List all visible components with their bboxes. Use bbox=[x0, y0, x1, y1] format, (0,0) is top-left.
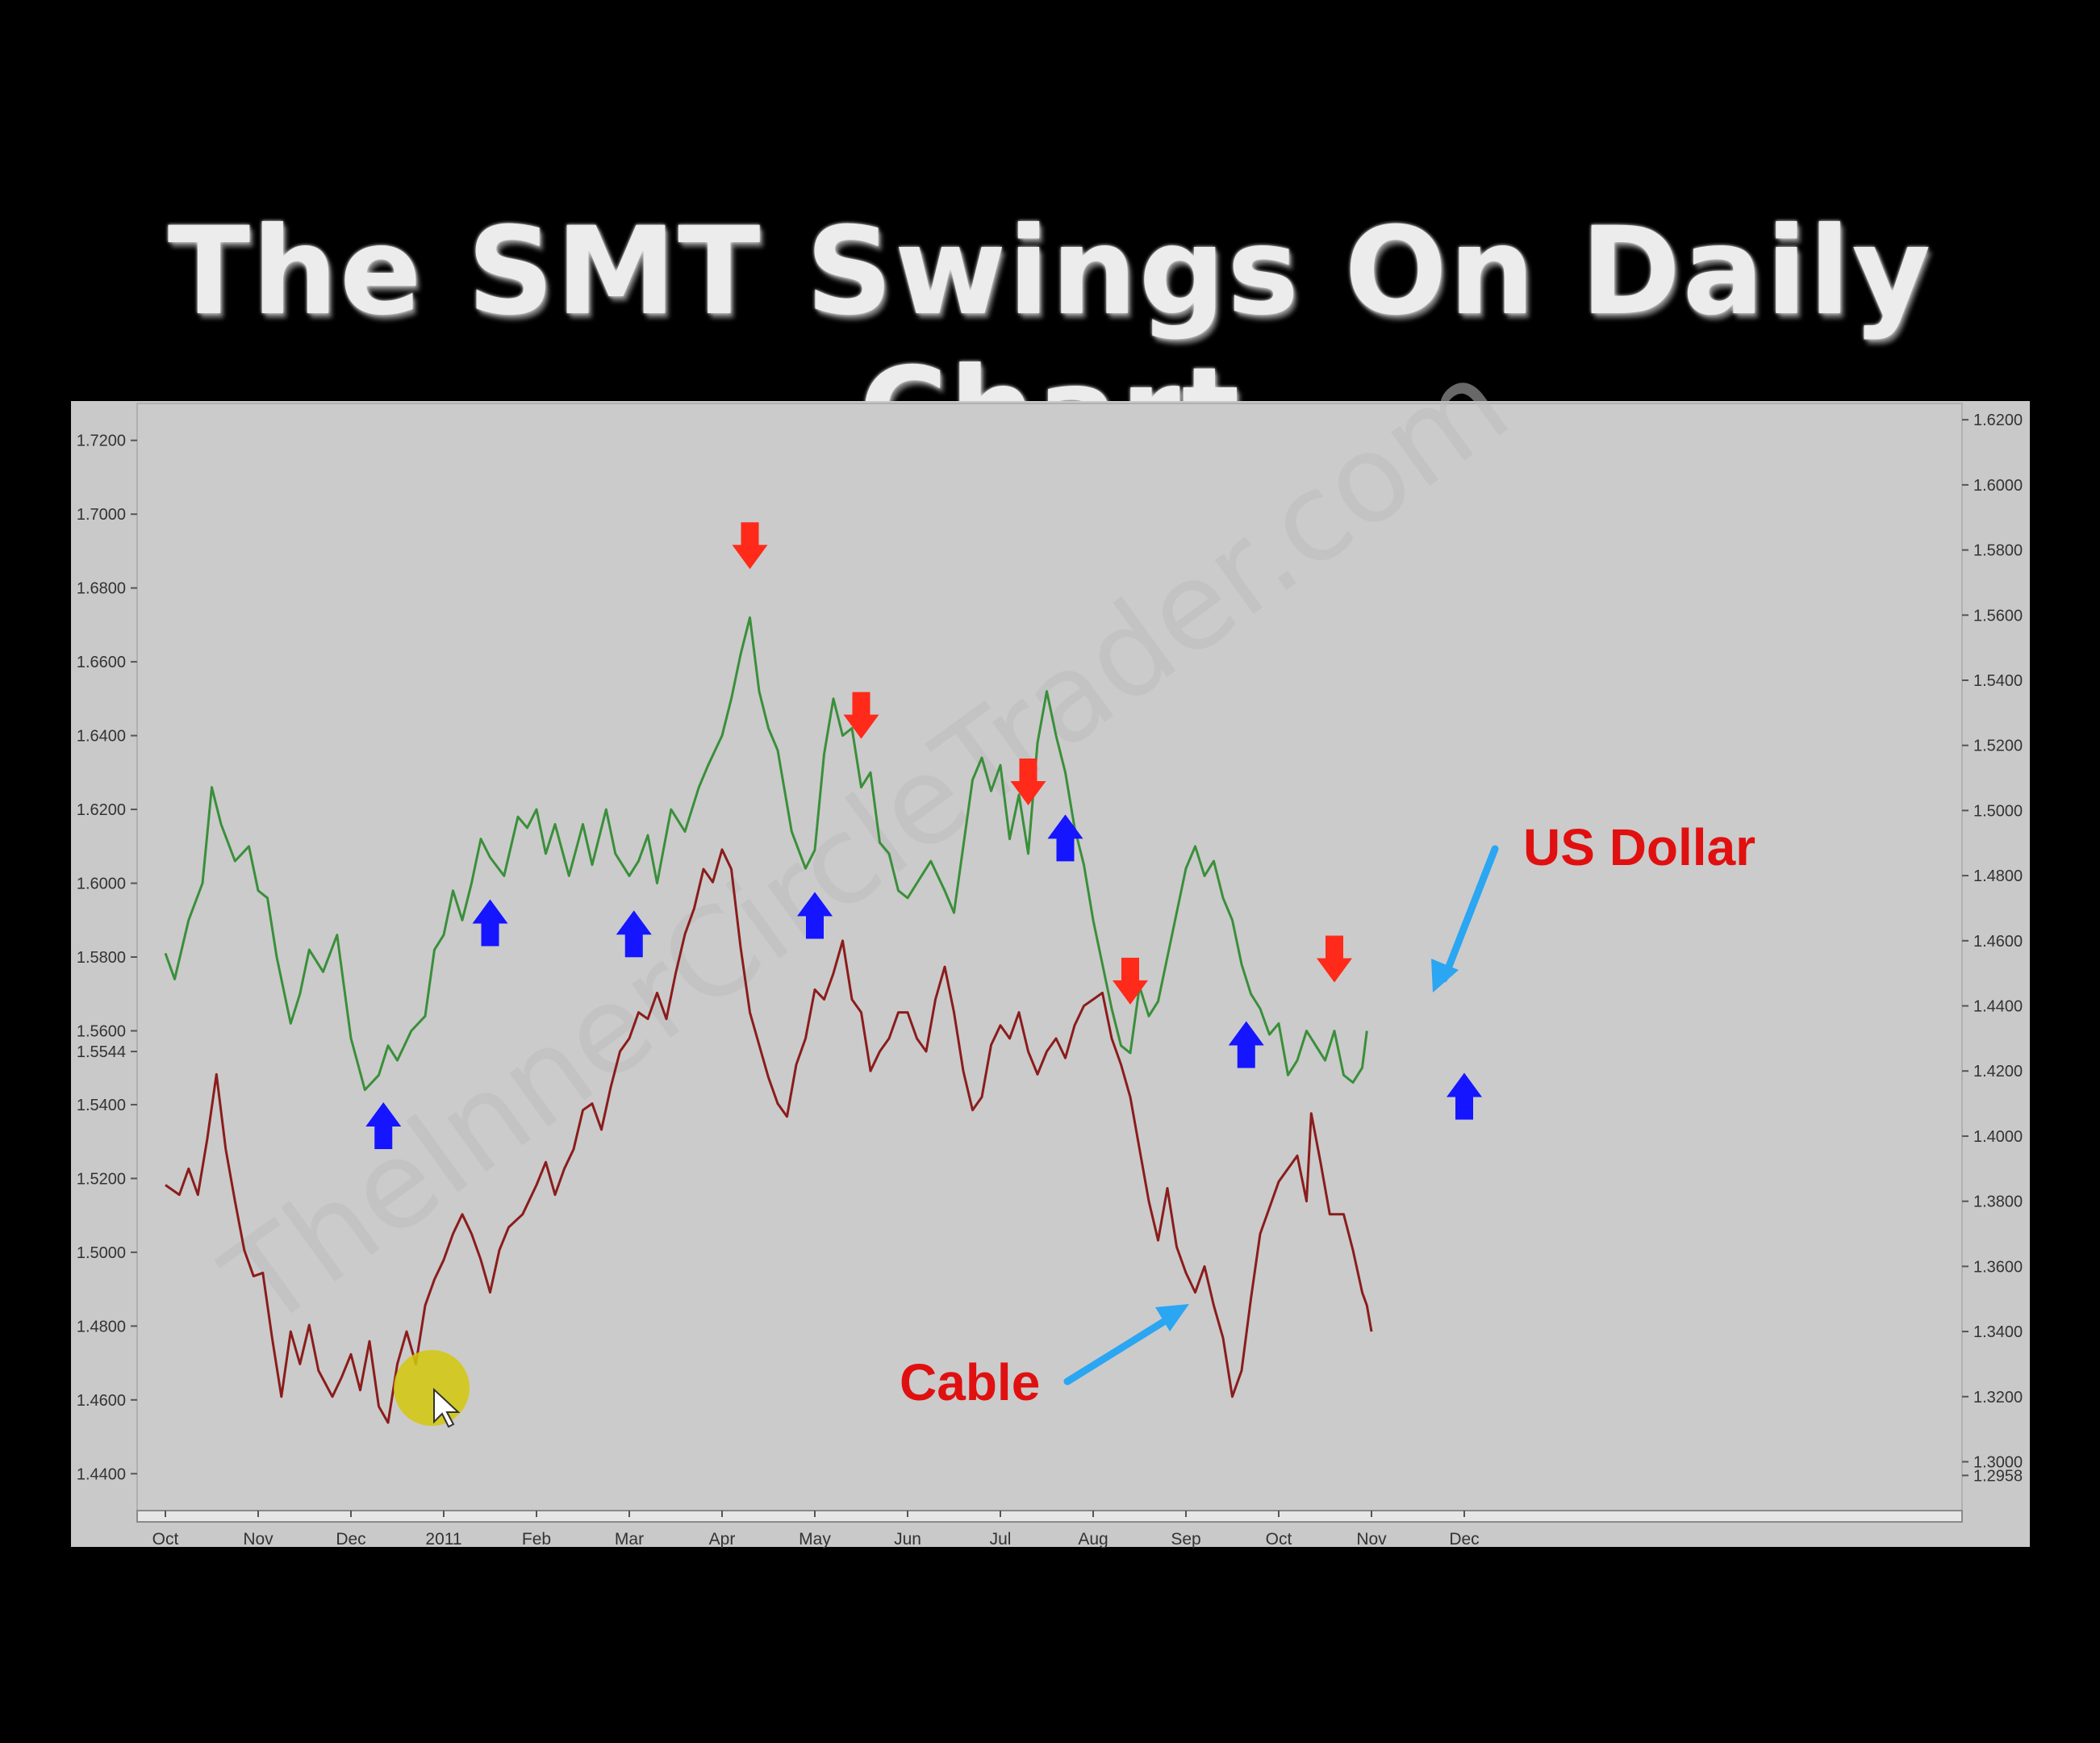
down-arrow-icon bbox=[1113, 957, 1148, 1005]
right-tick-label: 1.4800 bbox=[1973, 867, 2023, 885]
x-tick-label: Jul bbox=[990, 1530, 1012, 1549]
left-axis: 1.7200 1.7000 1.6800 1.6600 1.6400 1.6200 1.60… bbox=[77, 433, 137, 1483]
left-tick-label: 1.5000 bbox=[77, 1244, 126, 1262]
right-tick-label: 1.4600 bbox=[1973, 933, 2023, 951]
x-tick-label: Aug bbox=[1078, 1530, 1108, 1549]
left-tick-label: 1.6400 bbox=[77, 728, 126, 746]
series-layer bbox=[164, 616, 1373, 1424]
x-tick-label: Dec bbox=[336, 1530, 365, 1549]
left-tick-label: 1.4800 bbox=[77, 1318, 126, 1335]
x-tick-label: Dec bbox=[1449, 1530, 1479, 1549]
mouse-cursor-icon bbox=[433, 1387, 461, 1428]
left-tick-label: 1.4400 bbox=[77, 1465, 126, 1483]
left-tick-label: 1.5800 bbox=[77, 949, 126, 967]
x-tick-label: 2011 bbox=[425, 1530, 461, 1549]
right-tick-label: 1.5200 bbox=[1973, 738, 2023, 755]
down-arrow-icon bbox=[732, 522, 768, 570]
x-tick-label: Mar bbox=[615, 1530, 644, 1549]
x-tick-label: Feb bbox=[522, 1530, 551, 1549]
markers-layer bbox=[365, 522, 1482, 1150]
left-tick-label: 1.7200 bbox=[77, 433, 126, 450]
x-tick-label: Nov bbox=[243, 1530, 273, 1549]
cable-line bbox=[165, 848, 1373, 1424]
x-tick-label: Nov bbox=[1356, 1530, 1387, 1549]
down-arrow-icon bbox=[843, 692, 879, 739]
right-tick-label: 1.5400 bbox=[1973, 672, 2023, 690]
up-arrow-icon bbox=[1228, 1021, 1264, 1068]
left-tick-label: 1.5544 bbox=[77, 1043, 126, 1061]
usd-callout: US Dollar bbox=[1431, 818, 1756, 993]
right-tick-label: 1.5600 bbox=[1973, 607, 2023, 625]
callout-arrowhead-icon bbox=[1155, 1304, 1189, 1331]
up-arrow-icon bbox=[365, 1102, 402, 1150]
down-arrow-icon bbox=[1010, 758, 1046, 805]
left-tick-label: 1.5600 bbox=[77, 1022, 126, 1040]
callout-arrowhead-icon bbox=[1431, 959, 1459, 993]
cable-callout: Cable bbox=[900, 1304, 1189, 1411]
left-tick-label: 1.6800 bbox=[77, 580, 126, 598]
up-arrow-icon bbox=[616, 910, 652, 958]
right-tick-label: 1.4000 bbox=[1973, 1128, 2023, 1146]
x-tick-label: Oct bbox=[152, 1530, 179, 1549]
right-tick-label: 1.3400 bbox=[1973, 1323, 2023, 1341]
right-tick-label: 1.3200 bbox=[1973, 1389, 2023, 1407]
x-tick-label: May bbox=[799, 1530, 831, 1549]
right-tick-label: 1.3000 bbox=[1973, 1453, 2023, 1471]
cable-label: Cable bbox=[900, 1353, 1040, 1411]
cursor-highlight bbox=[394, 1350, 470, 1426]
left-tick-label: 1.6000 bbox=[77, 876, 126, 893]
right-axis: 1.6200 1.6000 1.5800 1.5600 1.5400 1.5200 1.50… bbox=[1962, 412, 2023, 1485]
right-tick-label: 1.2958 bbox=[1973, 1467, 2023, 1485]
right-tick-label: 1.3600 bbox=[1973, 1258, 2023, 1276]
left-tick-label: 1.7000 bbox=[77, 506, 126, 524]
up-arrow-icon bbox=[1447, 1072, 1482, 1120]
plot-area bbox=[136, 403, 1963, 1511]
right-tick-label: 1.6000 bbox=[1973, 477, 2023, 495]
up-arrow-icon bbox=[472, 899, 508, 947]
right-tick-label: 1.3800 bbox=[1973, 1193, 2023, 1211]
x-tick-label: Oct bbox=[1266, 1530, 1292, 1549]
x-tick-label: Jun bbox=[894, 1530, 921, 1549]
left-tick-label: 1.5200 bbox=[77, 1170, 126, 1188]
right-tick-label: 1.5000 bbox=[1973, 802, 2023, 820]
left-tick-label: 1.6600 bbox=[77, 654, 126, 671]
left-tick-label: 1.5400 bbox=[77, 1097, 126, 1114]
down-arrow-icon bbox=[1317, 935, 1352, 983]
left-tick-label: 1.4600 bbox=[77, 1392, 126, 1410]
right-tick-label: 1.4200 bbox=[1973, 1063, 2023, 1080]
right-tick-label: 1.5800 bbox=[1973, 542, 2023, 560]
x-axis-scrollbar[interactable] bbox=[136, 1510, 1963, 1523]
usd-label: US Dollar bbox=[1523, 818, 1756, 876]
x-tick-label: Sep bbox=[1171, 1530, 1200, 1549]
x-tick-label: Apr bbox=[709, 1530, 736, 1549]
up-arrow-icon bbox=[797, 892, 833, 939]
up-arrow-icon bbox=[1047, 814, 1083, 862]
right-tick-label: 1.4400 bbox=[1973, 998, 2023, 1016]
left-tick-label: 1.6200 bbox=[77, 801, 126, 819]
right-tick-label: 1.6200 bbox=[1973, 412, 2023, 429]
x-axis: Oct Nov Dec 2011 Feb Mar Apr May Jun Jul Aug Sep Oct… bbox=[136, 1510, 1963, 1549]
us-dollar-line bbox=[164, 616, 1368, 1092]
